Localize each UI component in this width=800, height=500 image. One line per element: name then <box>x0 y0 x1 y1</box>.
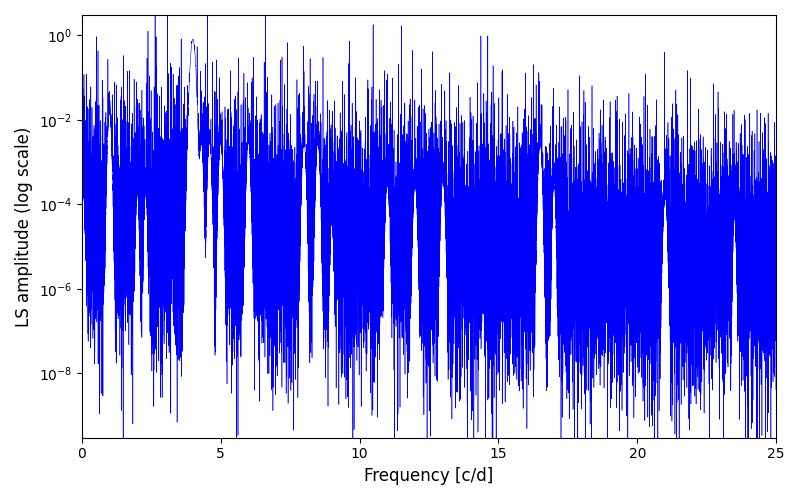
X-axis label: Frequency [c/d]: Frequency [c/d] <box>364 467 494 485</box>
Y-axis label: LS amplitude (log scale): LS amplitude (log scale) <box>15 126 33 326</box>
